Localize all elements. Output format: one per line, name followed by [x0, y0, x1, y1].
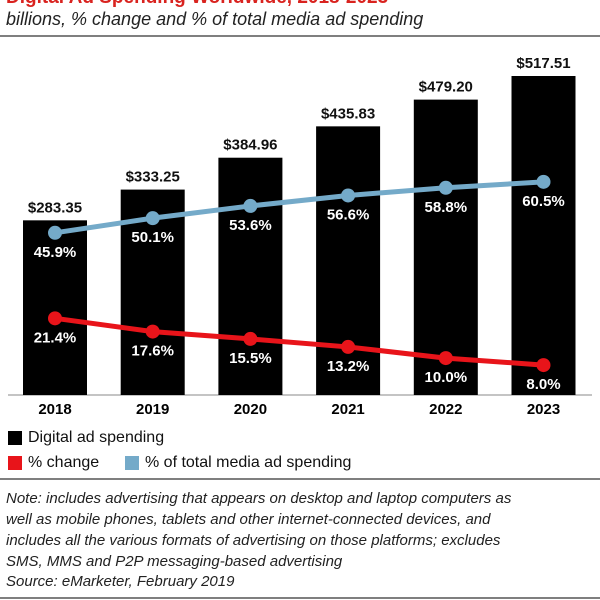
bar-label: $333.25: [126, 169, 180, 186]
source: Source: eMarketer, February 2019: [6, 573, 235, 590]
line-label: 8.0%: [526, 376, 560, 393]
x-tick-label: 2022: [429, 401, 462, 418]
note: SMS, MMS and P2P messaging-based adverti…: [6, 553, 343, 570]
chart-title: Digital Ad Spending Worldwide, 2018-2023: [6, 0, 388, 8]
line-point: [48, 225, 62, 240]
line-label: 53.6%: [229, 217, 272, 234]
note: Note: includes advertising that appears …: [6, 490, 512, 507]
line-label: 60.5%: [522, 193, 565, 210]
x-tick-label: 2018: [38, 401, 71, 418]
bar-label: $517.51: [516, 55, 570, 72]
line-label: 45.9%: [34, 244, 77, 261]
line-label: 21.4%: [34, 329, 77, 346]
bar: [23, 220, 87, 395]
bar-label: $283.35: [28, 199, 82, 216]
legend-label: Digital ad spending: [28, 429, 164, 446]
legend-label: % change: [28, 454, 99, 471]
line-label: 56.6%: [327, 206, 370, 223]
line-label: 17.6%: [131, 343, 174, 360]
line-point: [536, 174, 551, 189]
legend-swatch: [8, 431, 22, 445]
bar-label: $435.83: [321, 105, 375, 122]
bar: [316, 126, 381, 395]
x-tick-label: 2023: [527, 401, 560, 418]
bar: [218, 157, 283, 395]
legend-label: % of total media ad spending: [145, 454, 351, 471]
line-point: [48, 311, 62, 326]
x-tick-label: 2019: [136, 401, 169, 418]
legend-swatch: [8, 456, 22, 470]
bar-label: $479.20: [419, 79, 473, 96]
line-point: [341, 188, 356, 203]
note: well as mobile phones, tablets and other…: [6, 511, 491, 528]
line-label: 13.2%: [327, 358, 370, 375]
line-point: [145, 211, 160, 226]
bar-label: $384.96: [223, 137, 277, 154]
x-tick-label: 2021: [331, 401, 364, 418]
line-label: 50.1%: [131, 229, 174, 246]
note: includes all the various formats of adve…: [6, 532, 501, 549]
line-point: [243, 331, 258, 346]
bar: [511, 76, 576, 395]
x-tick-label: 2020: [234, 401, 267, 418]
line: [54, 179, 544, 236]
line-point: [438, 180, 453, 195]
line-point: [145, 324, 160, 339]
line-point: [438, 351, 453, 366]
line-label: 58.8%: [425, 199, 468, 216]
legend-swatch: [125, 456, 139, 470]
bar: [413, 99, 478, 395]
line-point: [536, 358, 551, 373]
line-point: [341, 339, 356, 354]
line: [54, 315, 544, 368]
line-label: 15.5%: [229, 350, 272, 367]
line-label: 10.0%: [425, 369, 468, 386]
chart-subtitle: billions, % change and % of total media …: [6, 9, 423, 29]
line-point: [243, 198, 258, 213]
